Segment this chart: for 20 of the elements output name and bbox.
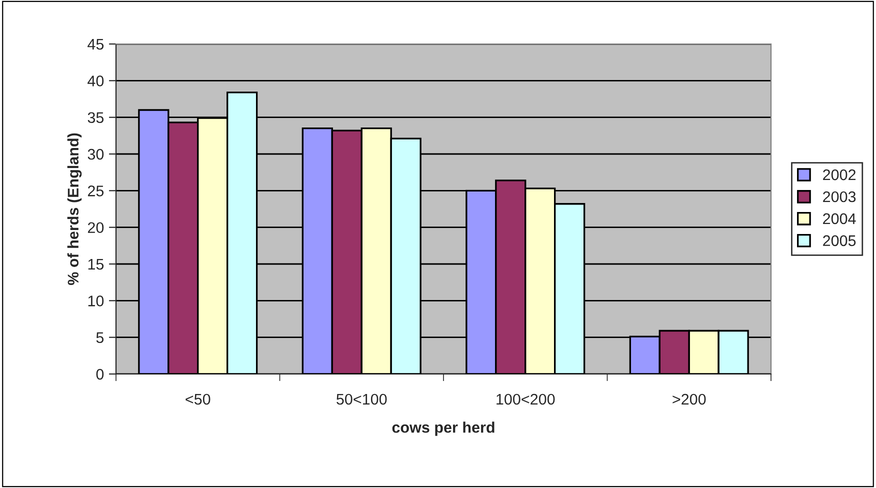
legend-label: 2004 <box>823 213 856 224</box>
y-tick-label: 20 <box>88 222 104 234</box>
y-tick-label: 45 <box>88 39 104 50</box>
x-tick-label: <50 <box>186 394 210 405</box>
y-tick-label: 40 <box>88 76 104 86</box>
legend-label: 2002 <box>823 169 856 180</box>
y-tick-label: 25 <box>88 186 104 196</box>
y-tick-label: 0 <box>96 368 104 380</box>
x-tick-label: 100<200 <box>496 394 555 405</box>
x-axis-title: cows per herd <box>392 422 494 436</box>
y-tick-label: 35 <box>88 112 104 124</box>
legend-label: 2005 <box>823 235 856 246</box>
x-tick-label: >200 <box>672 394 706 405</box>
y-tick-label: 30 <box>88 148 104 160</box>
y-axis-title: % of herds (England) <box>67 133 82 286</box>
x-tick-label: 50<100 <box>336 394 387 405</box>
y-tick-label: 15 <box>88 259 104 270</box>
legend-label: 2003 <box>823 191 856 202</box>
y-tick-label: 10 <box>88 296 104 306</box>
y-tick-label: 5 <box>96 332 104 344</box>
